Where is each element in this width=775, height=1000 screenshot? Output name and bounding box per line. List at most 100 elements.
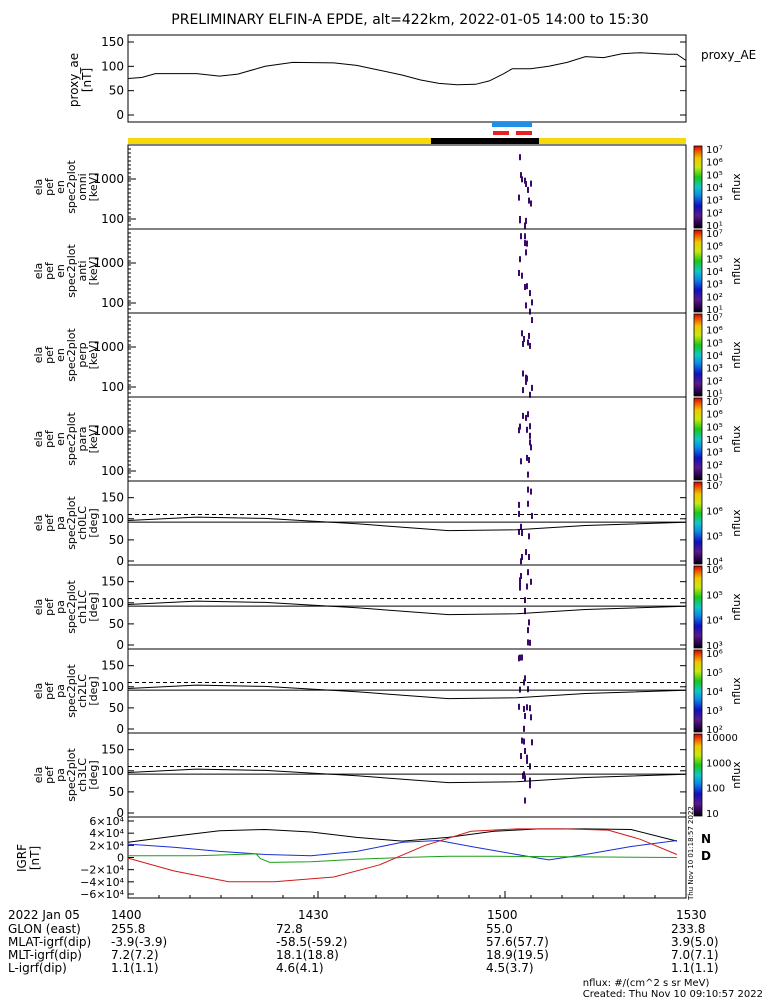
heatmap-cell — [529, 439, 531, 446]
heatmap-cell — [520, 523, 522, 530]
x-axis — [127, 891, 687, 898]
status-bars — [128, 122, 686, 144]
colorbar-tick-label: 10⁵ — [706, 668, 723, 679]
igrf-ytick-label: −2×10⁴ — [80, 864, 124, 877]
ephemeris-value: -3.9(-3.9) — [111, 935, 168, 949]
proxy-ae-panel: 150 100 50 0 proxy_ae[nT] proxy_AE — [67, 34, 756, 123]
date-label: 2022 Jan 05 — [8, 908, 80, 922]
heatmap-cell — [524, 608, 526, 615]
panel-frame — [127, 144, 687, 230]
colorbar — [693, 313, 703, 397]
ae-ytick-label: 150 — [101, 35, 124, 49]
colorbar-label: nflux — [730, 761, 743, 789]
panel-ylabel: elapefpaspec2plotch2LC[deg] — [32, 664, 100, 718]
heatmap-cell — [527, 186, 529, 193]
heatmap-cell — [520, 233, 522, 240]
ytick-label: 100 — [101, 596, 124, 610]
colorbar-tick-label: 10⁵ — [706, 590, 723, 601]
heatmap-cell — [528, 457, 530, 463]
colorbar-tick-label: 10⁷ — [706, 313, 723, 324]
spec-panel-6: 150 100 50 0 elapefpaspec2plotch1LC[deg] 10⁶ 1… — [32, 564, 743, 652]
colorbar-tick-label: 10⁴ — [706, 183, 723, 194]
spec-panel-8: 150 100 50 0 elapefpaspec2plotch3LC[deg] 1000… — [32, 732, 743, 820]
ephemeris-value: 57.6(57.7) — [486, 935, 549, 949]
colorbar-tick-label: 10² — [706, 376, 723, 387]
heatmap-cell — [528, 197, 530, 204]
colorbar — [693, 649, 703, 733]
ephemeris-value: 1.1(1.1) — [111, 961, 159, 975]
heatmap-cell — [519, 654, 521, 661]
ytick-label: 0 — [116, 806, 124, 820]
colorbar-tick-label: 10⁵ — [706, 338, 723, 349]
ephemeris-value: 55.0 — [486, 922, 513, 936]
igrf-legend-d: D — [701, 849, 711, 863]
status-bar-red-1 — [493, 131, 509, 135]
heatmap-cell — [522, 387, 524, 394]
spec-panel-1: 1000100elapefenspec2plotomni[keV]10⁷10⁶1… — [32, 144, 743, 232]
heatmap-cell — [528, 554, 530, 560]
heatmap-cell — [525, 378, 527, 385]
ytick-label: 0 — [116, 722, 124, 736]
heatmap-cell — [523, 738, 525, 745]
ae-ytick-label: 100 — [101, 59, 124, 73]
heatmap-cell — [521, 272, 523, 279]
heatmap-cell — [519, 256, 521, 263]
heatmap-cell — [521, 330, 523, 337]
ephemeris-value: 7.0(7.1) — [671, 948, 719, 962]
heatmap-cell — [524, 240, 526, 247]
ae-ytick-label: 0 — [116, 108, 124, 122]
panel-frame — [127, 228, 687, 314]
heatmap-cell — [526, 283, 528, 290]
heatmap-cell — [519, 686, 521, 693]
spec-panel-3: 1000100elapefenspec2plotperp[keV]10⁷10⁶1… — [32, 312, 743, 400]
heatmap-cell — [524, 775, 526, 782]
heatmap-cell — [524, 233, 526, 240]
colorbar-tick-label: 10⁵ — [706, 170, 723, 181]
igrf-ylabel: IGRF[nT] — [15, 844, 42, 872]
x-tick-1400: 1400 — [111, 908, 142, 922]
colorbar-tick-label: 10² — [706, 725, 723, 736]
colorbar-tick-label: 10⁷ — [706, 229, 723, 240]
colorbar-tick-label: 10⁴ — [706, 435, 723, 446]
date-row: 2022 Jan 05 1400 1430 1500 1530 — [0, 908, 775, 923]
heatmap-cell — [527, 471, 529, 478]
figure-title: PRELIMINARY ELFIN-A EPDE, alt=422km, 202… — [171, 12, 648, 28]
ephemeris-label: GLON (east) — [8, 922, 81, 936]
colorbar — [693, 733, 703, 817]
colorbar-tick-label: 10³ — [706, 364, 723, 375]
colorbar-tick-label: 10³ — [706, 706, 723, 717]
heatmap-cell — [529, 782, 531, 789]
colorbar-tick-label: 10⁵ — [706, 422, 723, 433]
heatmap-cell — [530, 578, 532, 585]
loss-cone-curve — [127, 600, 687, 616]
ytick-label: 100 — [101, 380, 124, 394]
ephemeris-value: 255.8 — [111, 922, 146, 936]
side-timestamp: Thu Nov 10 01:18:57 2022 — [687, 806, 695, 901]
colorbar-tick-label: 10⁵ — [706, 254, 723, 265]
heatmap-cell — [529, 639, 531, 646]
heatmap-cell — [519, 423, 521, 430]
heatmap-cell — [530, 200, 532, 207]
heatmap-cell — [531, 317, 533, 324]
loss-cone-curve — [127, 684, 687, 700]
ephemeris-value: 7.2(7.2) — [111, 948, 159, 962]
colorbar-tick-label: 10⁶ — [706, 506, 723, 517]
heatmap-cell — [524, 284, 526, 290]
heatmap-cell — [529, 290, 531, 297]
heatmap-cell — [526, 754, 528, 761]
heatmap-cell — [529, 308, 531, 315]
heatmap-cell — [525, 217, 527, 224]
ephemeris-row: MLAT-igrf(dip) -3.9(-3.9) -58.5(-59.2) 57.6… — [0, 935, 775, 950]
heatmap-cell — [529, 342, 531, 349]
igrf-series-2 — [127, 839, 677, 861]
ytick-label: 50 — [109, 533, 124, 547]
spec-panel-5: 150 100 50 0 elapefpaspec2plotch0LC[deg] 10⁷ 1… — [32, 480, 743, 568]
ephemeris-value: 18.9(19.5) — [486, 948, 549, 962]
heatmap-cell — [520, 753, 522, 759]
panel-ylabel: elapefenspec2plotanti[keV] — [32, 244, 100, 298]
panel-frame — [127, 732, 687, 818]
colorbar-tick-label: 100 — [706, 784, 725, 795]
heatmap-cell — [526, 583, 528, 590]
ytick-label: 100 — [101, 464, 124, 478]
heatmap-cell — [528, 533, 530, 540]
